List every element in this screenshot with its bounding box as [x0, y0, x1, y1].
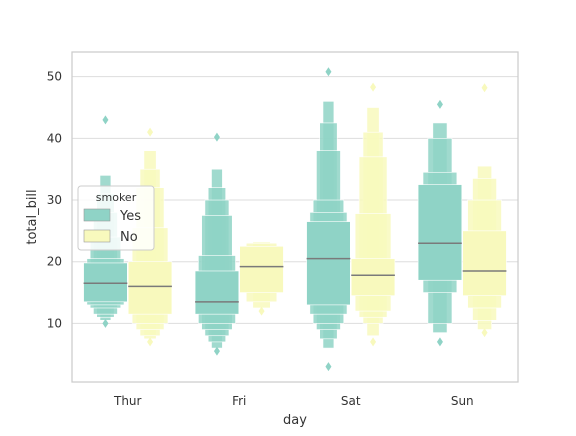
x-tick-label: Sun [451, 394, 474, 408]
outlier-point [147, 337, 154, 347]
outlier-point [213, 346, 220, 356]
outlier-point [325, 67, 332, 77]
legend-swatch [83, 208, 111, 222]
boxen-yes-sun [417, 99, 463, 347]
outlier-point [481, 83, 488, 93]
legend-swatch [83, 229, 111, 243]
boxen-box [83, 262, 128, 303]
boxen-box [194, 270, 240, 315]
boxen-yes-fri [194, 132, 240, 356]
outlier-point [102, 318, 109, 328]
outlier-point [325, 362, 332, 372]
legend: smoker Yes No [77, 185, 155, 251]
outlier-point [436, 337, 443, 347]
x-tick-label: Sat [341, 394, 361, 408]
boxen-yes-sat [306, 67, 351, 372]
boxen-box [350, 258, 396, 296]
y-axis-ticks: 10 20 30 40 50 [47, 70, 62, 331]
outlier-point [213, 132, 220, 142]
legend-title: smoker [96, 191, 137, 204]
outlier-point [370, 82, 377, 92]
boxen-box [462, 230, 507, 296]
y-tick-label: 10 [47, 316, 62, 330]
y-tick-label: 40 [47, 131, 62, 145]
x-axis-ticks: Thur Fri Sat Sun [113, 394, 474, 408]
y-tick-label: 50 [47, 70, 62, 84]
legend-label: Yes [119, 209, 141, 224]
boxen-box [239, 245, 284, 293]
x-tick-label: Thur [113, 394, 142, 408]
outlier-point [147, 127, 154, 137]
axes-frame [71, 51, 519, 383]
legend-label: No [120, 230, 138, 245]
x-tick-label: Fri [232, 394, 246, 408]
x-axis-label: day [283, 413, 307, 428]
boxen-box [417, 184, 463, 281]
boxen-box [306, 221, 351, 306]
outlier-point [436, 99, 443, 109]
y-tick-label: 20 [47, 255, 62, 269]
y-axis-label: total_bill [25, 189, 40, 244]
outlier-point [258, 306, 265, 316]
boxen-box [127, 261, 173, 315]
boxen-no-sat [350, 82, 396, 347]
y-tick-label: 30 [47, 193, 62, 207]
boxen-no-sun [462, 83, 507, 338]
boxen-no-fri [239, 241, 284, 316]
outlier-point [102, 115, 109, 125]
outlier-point [481, 328, 488, 338]
outlier-point [370, 337, 377, 347]
